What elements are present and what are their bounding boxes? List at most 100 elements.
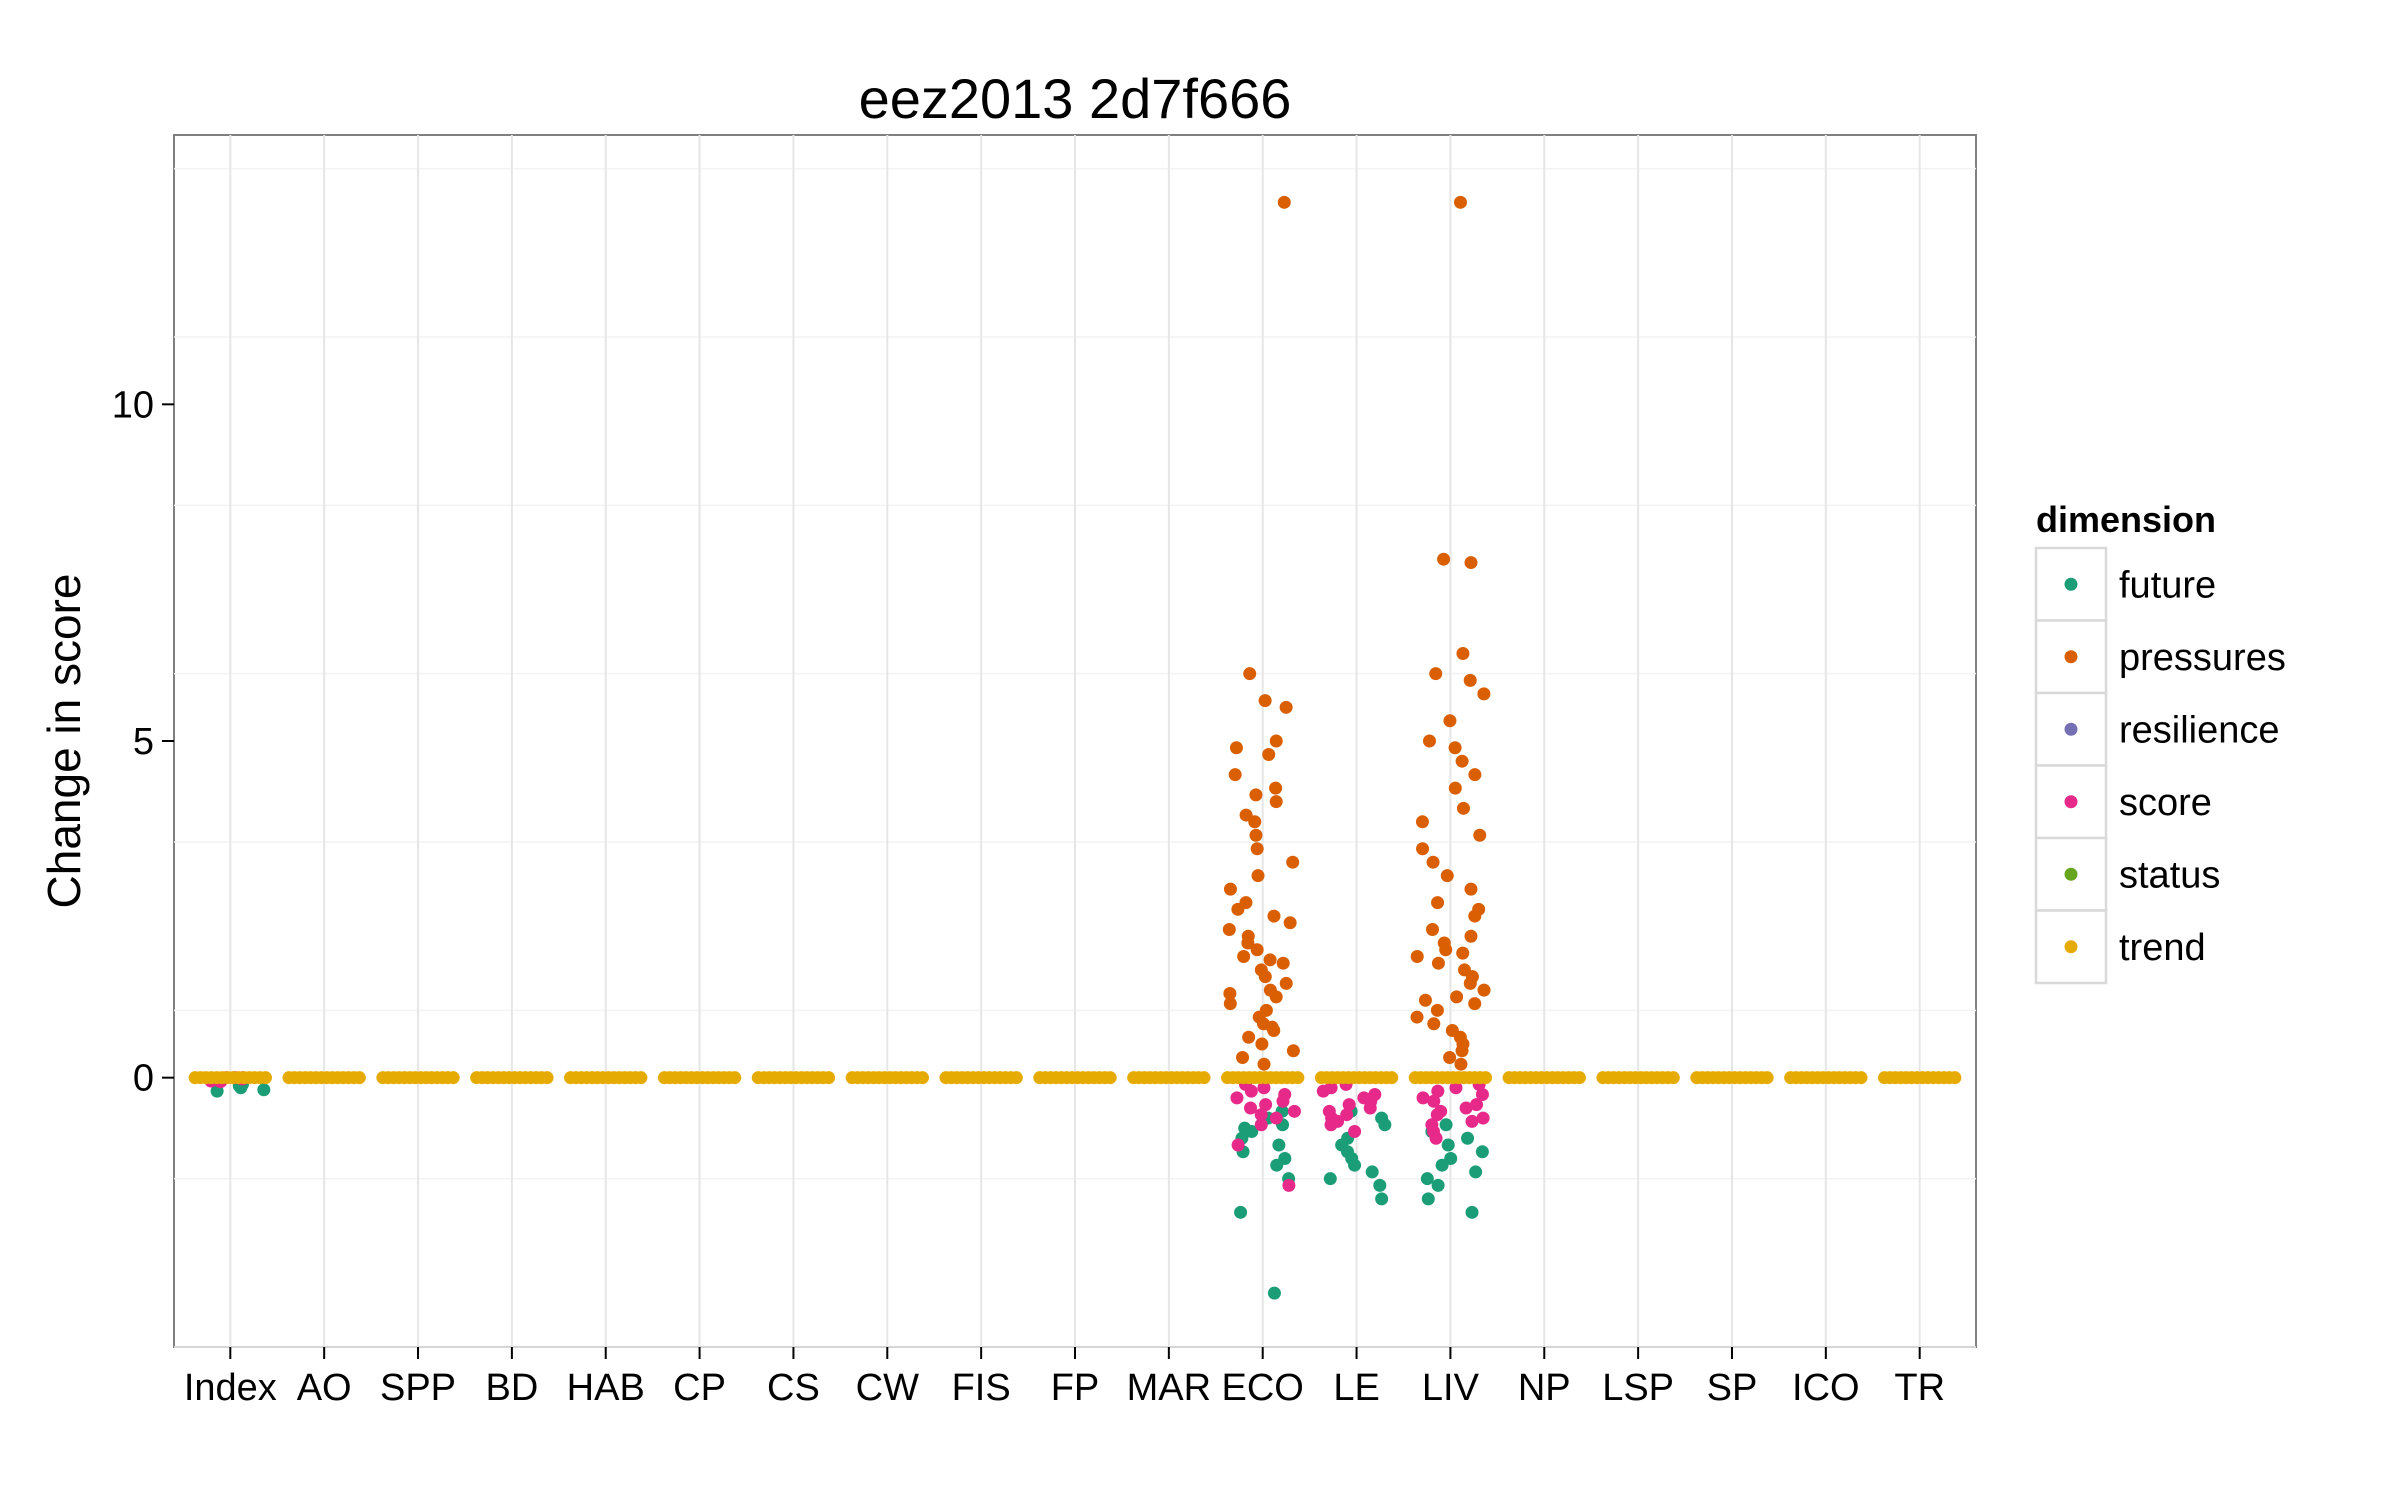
x-tick-label: CP [673, 1367, 726, 1409]
future-point [1441, 1138, 1455, 1152]
legend-label: status [2119, 854, 2220, 896]
score-point [1259, 1098, 1273, 1112]
pressures-point [1231, 902, 1245, 916]
future-point [1420, 1172, 1434, 1186]
axes: 0 5 10 Index AO SPP BD HAB CP CS CW FIS FP MAR ECO LE LI… [112, 384, 1945, 1409]
y-tick-label: 0 [133, 1058, 154, 1100]
pressures-point [1468, 768, 1482, 782]
future-point [1272, 1138, 1286, 1152]
x-tick-label: ICO [1792, 1367, 1860, 1409]
pressures-point [1250, 943, 1264, 957]
future-point [1278, 1151, 1292, 1165]
pressures-point [1443, 1050, 1457, 1064]
y-axis-label: Change in score [38, 574, 90, 909]
legend-title: dimension [2036, 499, 2216, 540]
data-points [188, 195, 1962, 1300]
pressures-point [1258, 970, 1272, 984]
pressures-point [1455, 754, 1469, 768]
pressures-point [1425, 923, 1439, 937]
future-point [1444, 1151, 1458, 1165]
future-point [1373, 1178, 1387, 1192]
trend-point [1572, 1071, 1586, 1085]
pressures-point [1437, 552, 1451, 566]
pressures-point [1431, 956, 1445, 970]
trend-point [728, 1071, 742, 1085]
score-point [1244, 1084, 1258, 1098]
x-tick-label: AO [297, 1367, 352, 1409]
pressures-point [1456, 946, 1470, 960]
pressures-point [1263, 953, 1277, 967]
x-tick-label: LSP [1602, 1367, 1674, 1409]
pressures-point [1422, 734, 1436, 748]
score-point [1431, 1084, 1445, 1098]
future-point [1345, 1151, 1359, 1165]
pressures-point [1456, 646, 1470, 660]
pressures-point [1463, 976, 1477, 990]
pressures-point [1416, 842, 1430, 856]
pressures-point [1464, 929, 1478, 943]
pressures-point [1249, 828, 1263, 842]
pressures-point [1242, 1030, 1256, 1044]
pressures-point [1464, 556, 1478, 570]
pressures-point [1223, 882, 1237, 896]
pressures-point [1431, 896, 1445, 910]
score-point [1430, 1108, 1444, 1122]
score-point [1269, 1111, 1283, 1125]
score-point [1254, 1108, 1268, 1122]
pressures-point [1427, 1017, 1441, 1031]
pressures-point [1429, 667, 1443, 681]
pressures-point [1243, 667, 1257, 681]
pressures-point [1430, 1003, 1444, 1017]
score-point [1348, 1125, 1362, 1139]
pressures-point [1286, 855, 1300, 869]
trend-point [446, 1071, 460, 1085]
trend-point [822, 1071, 836, 1085]
legend-label: pressures [2119, 637, 2286, 679]
pressures-point [1269, 734, 1283, 748]
pressures-point [1269, 795, 1283, 809]
future-point [1323, 1172, 1337, 1186]
pressures-point [1453, 195, 1467, 209]
trend-point [540, 1071, 554, 1085]
score-point [1231, 1138, 1245, 1152]
pressures-point [1279, 700, 1293, 714]
future-point [1238, 1121, 1252, 1135]
score-point [1416, 1091, 1430, 1105]
x-tick-label: MAR [1127, 1367, 1211, 1409]
score-point [1257, 1081, 1271, 1095]
pressures-point [1477, 983, 1491, 997]
trend-point [1948, 1071, 1962, 1085]
pressures-point [1255, 1037, 1269, 1051]
legend: dimension future pressures resilience score s… [2034, 499, 2286, 985]
trend-point [1103, 1071, 1117, 1085]
pressures-point [1258, 694, 1272, 708]
pressures-point [1415, 815, 1429, 829]
pressures-point [1269, 990, 1283, 1004]
x-tick-label: BD [485, 1367, 538, 1409]
trend-point [352, 1071, 366, 1085]
pressures-point [1228, 768, 1242, 782]
legend-label: score [2119, 782, 2212, 824]
future-point [257, 1083, 271, 1097]
future-point [1375, 1192, 1389, 1206]
trend-point [1009, 1071, 1023, 1085]
trend-point [634, 1071, 648, 1085]
pressures-point [1464, 882, 1478, 896]
pressures-point [1286, 1044, 1300, 1058]
pressures-point [1443, 714, 1457, 728]
trend-point [1197, 1071, 1211, 1085]
legend-swatch [2064, 722, 2078, 736]
legend-swatch [2064, 795, 2078, 809]
pressures-point [1237, 949, 1251, 963]
legend-label: resilience [2119, 709, 2280, 751]
pressures-point [1454, 1057, 1468, 1071]
pressures-point [1267, 909, 1281, 923]
pressures-point [1265, 1020, 1279, 1034]
x-tick-label: FIS [952, 1367, 1011, 1409]
legend-swatch [2064, 940, 2078, 954]
x-tick-label: CW [856, 1367, 919, 1409]
score-point [1324, 1081, 1338, 1095]
future-point [1375, 1111, 1389, 1125]
chart-title: eez2013 2d7f666 [859, 67, 1292, 130]
